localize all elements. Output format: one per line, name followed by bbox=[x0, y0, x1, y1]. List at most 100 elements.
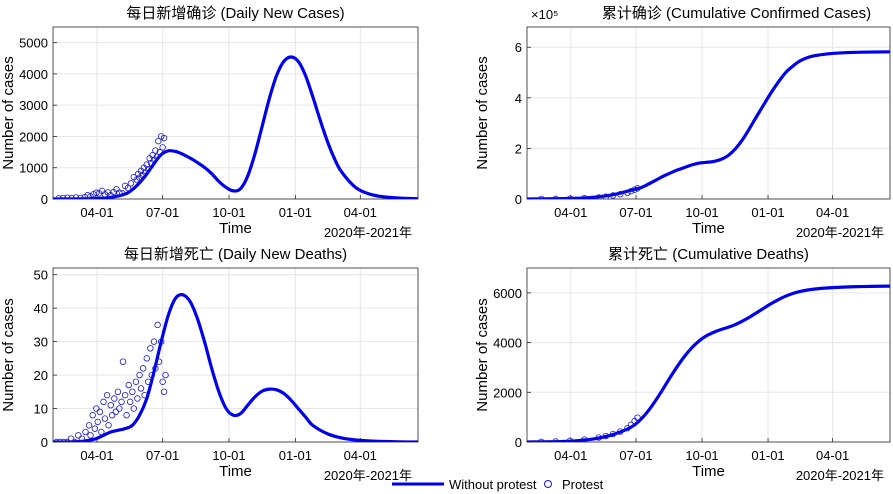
data-point-protest bbox=[55, 195, 62, 199]
data-point-protest bbox=[64, 438, 71, 442]
plot-area bbox=[527, 50, 890, 199]
data-point-protest bbox=[634, 414, 641, 421]
data-point-protest bbox=[121, 391, 129, 399]
data-point-protest bbox=[125, 381, 132, 389]
data-point-protest bbox=[72, 194, 80, 199]
data-point-protest bbox=[156, 148, 163, 156]
x-tick-label: 04-01 bbox=[554, 205, 587, 220]
data-point-protest bbox=[111, 395, 118, 402]
axes-frame bbox=[526, 267, 891, 443]
plot-area bbox=[53, 292, 418, 442]
x-tick-label: 10-01 bbox=[212, 205, 245, 220]
y-exponent: ×10⁵ bbox=[531, 7, 558, 22]
x-tick-label: 01-01 bbox=[279, 205, 312, 220]
data-point-protest bbox=[57, 438, 64, 442]
data-point-protest bbox=[143, 355, 150, 362]
data-point-protest bbox=[149, 152, 156, 159]
x-tick-label: 01-01 bbox=[279, 448, 312, 463]
data-point-protest bbox=[624, 189, 631, 196]
y-tick-label: 0 bbox=[515, 192, 522, 207]
y-axis-label: Number of cases bbox=[0, 56, 17, 169]
data-point-protest bbox=[103, 391, 111, 399]
data-point-protest bbox=[60, 438, 68, 442]
data-point-protest bbox=[617, 190, 624, 198]
axes-frame bbox=[52, 267, 419, 443]
y-tick-label: 1000 bbox=[19, 161, 48, 176]
data-point-protest bbox=[147, 345, 154, 352]
data-point-protest bbox=[538, 195, 545, 199]
x-tick-label: 10-01 bbox=[685, 448, 718, 463]
data-point-protest bbox=[148, 371, 156, 379]
x-tick-label: 04-01 bbox=[344, 448, 377, 463]
data-point-protest bbox=[118, 398, 125, 406]
x-axis-sublabel: 2020年-2021年 bbox=[324, 225, 412, 240]
data-point-protest bbox=[137, 385, 145, 392]
y-tick-label: 10 bbox=[34, 402, 48, 417]
y-tick-label: 0 bbox=[41, 192, 48, 207]
data-point-protest bbox=[552, 438, 559, 442]
chart-title: 累计确诊 (Cumulative Confirmed Cases) bbox=[602, 5, 871, 22]
y-tick-label: 6 bbox=[515, 40, 522, 55]
data-point-protest bbox=[98, 428, 105, 436]
data-point-protest bbox=[114, 388, 122, 396]
y-tick-label: 4000 bbox=[19, 67, 48, 82]
data-point-protest bbox=[108, 412, 116, 419]
data-point-protest bbox=[68, 195, 75, 199]
data-point-protest bbox=[162, 371, 169, 379]
data-point-protest bbox=[141, 391, 148, 399]
y-tick-label: 2000 bbox=[19, 129, 48, 144]
y-tick-label: 4 bbox=[515, 91, 522, 106]
chart-daily-cases: 04-01 07-01 10-01 01-01 04-01 0 1000 2000 3000 40… bbox=[0, 5, 419, 240]
data-point-protest bbox=[94, 418, 101, 426]
x-tick-label: 10-01 bbox=[685, 205, 718, 220]
data-point-protest bbox=[64, 194, 71, 199]
chart-title: 每日新增确诊 (Daily New Cases) bbox=[126, 5, 344, 22]
data-point-protest bbox=[112, 408, 119, 416]
x-axis-sublabel: 2020年-2021年 bbox=[796, 468, 884, 483]
data-point-protest bbox=[71, 438, 78, 442]
y-tick-label: 4000 bbox=[493, 336, 522, 351]
data-point-protest bbox=[93, 189, 100, 196]
data-point-protest bbox=[617, 428, 624, 435]
series-line-without-protest bbox=[53, 292, 418, 442]
data-point-protest bbox=[93, 405, 100, 412]
data-point-protest bbox=[566, 437, 574, 442]
data-point-protest bbox=[150, 338, 158, 345]
data-point-protest bbox=[134, 395, 141, 402]
y-tick-label: 3000 bbox=[19, 98, 48, 113]
data-point-protest bbox=[609, 430, 617, 438]
data-point-protest bbox=[116, 405, 123, 412]
data-point-protest bbox=[105, 422, 112, 429]
data-point-protest bbox=[59, 194, 67, 199]
data-point-protest bbox=[119, 358, 127, 365]
plot-area bbox=[527, 284, 890, 442]
x-axis-sublabel: 2020年-2021年 bbox=[324, 468, 412, 483]
data-point-protest bbox=[581, 436, 588, 442]
legend-label-protest: Protest bbox=[562, 477, 604, 492]
data-point-protest bbox=[67, 435, 75, 442]
x-tick-label: 04-01 bbox=[554, 448, 587, 463]
data-point-protest bbox=[75, 432, 82, 439]
y-tick-label: 50 bbox=[34, 268, 48, 283]
data-point-protest bbox=[82, 428, 89, 436]
data-point-protest bbox=[126, 398, 134, 406]
data-point-protest bbox=[160, 388, 168, 396]
data-point-protest bbox=[116, 189, 123, 196]
x-tick-label: 04-01 bbox=[816, 448, 849, 463]
chart-title: 累计死亡 (Cumulative Deaths) bbox=[608, 246, 809, 263]
legend-circle-swatch bbox=[544, 480, 552, 488]
x-tick-label: 07-01 bbox=[619, 205, 652, 220]
legend-label-without-protest: Without protest bbox=[449, 477, 537, 492]
x-tick-label: 04-01 bbox=[816, 205, 849, 220]
y-axis-label: Number of cases bbox=[474, 298, 491, 411]
data-point-protest bbox=[602, 193, 610, 199]
data-point-protest bbox=[129, 388, 136, 396]
data-point-protest bbox=[634, 185, 641, 192]
x-tick-label: 01-01 bbox=[751, 205, 784, 220]
data-point-protest bbox=[107, 401, 114, 409]
data-point-protest bbox=[124, 184, 132, 192]
data-point-protest bbox=[123, 412, 130, 419]
data-point-protest bbox=[155, 137, 162, 145]
data-point-protest bbox=[627, 421, 635, 429]
plot-area bbox=[53, 55, 418, 199]
